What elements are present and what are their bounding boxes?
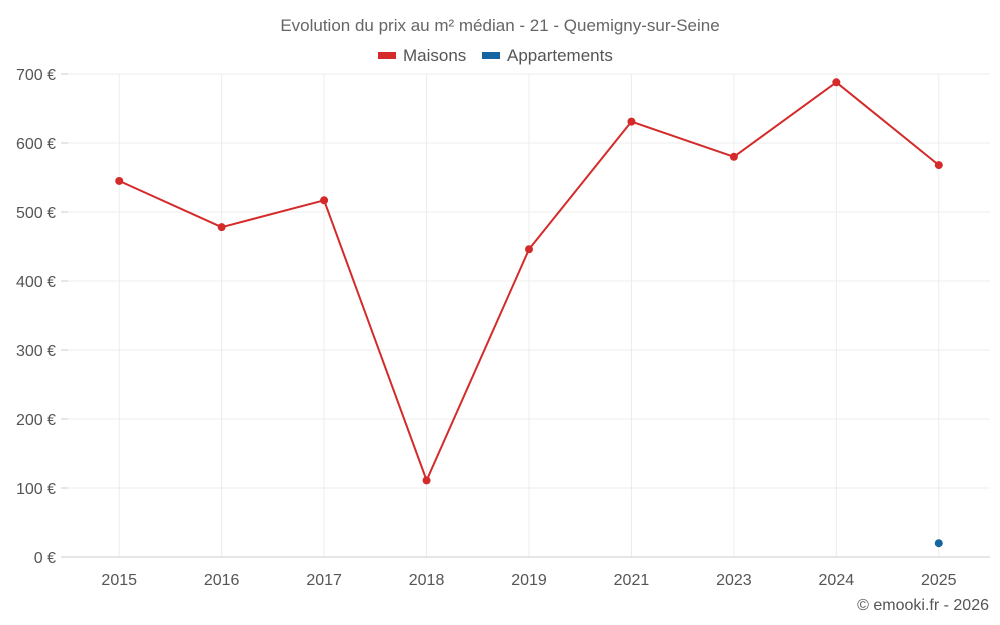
data-point-maisons[interactable] <box>525 245 533 254</box>
grid <box>68 73 990 557</box>
legend-item-maisons[interactable]: Maisons <box>378 46 466 65</box>
y-tick-label: 700 € <box>16 67 56 84</box>
data-point-maisons[interactable] <box>320 196 329 205</box>
x-tick-label: 2021 <box>614 572 650 589</box>
data-point-maisons[interactable] <box>422 476 431 485</box>
x-tick-label: 2017 <box>306 572 342 589</box>
x-tick-label: 2015 <box>101 572 137 589</box>
y-tick-label: 500 € <box>16 205 56 222</box>
x-tick-label: 2023 <box>716 572 752 589</box>
legend-swatch-maisons <box>378 52 396 59</box>
legend-item-appartements[interactable]: Appartements <box>482 46 613 65</box>
y-tick-label: 600 € <box>16 136 56 153</box>
x-tick-label: 2018 <box>409 572 445 589</box>
y-tick-label: 100 € <box>16 481 56 498</box>
chart-title: Evolution du prix au m² médian - 21 - Qu… <box>280 16 719 35</box>
data-point-appartements[interactable] <box>934 539 943 548</box>
x-tick-label: 2024 <box>819 572 855 589</box>
axes: 0 € 100 € 200 € 300 € 400 € 500 € 600 € 700 € 20… <box>16 67 990 589</box>
legend: Maisons Appartements <box>378 46 613 65</box>
y-tick-label: 0 € <box>34 550 56 567</box>
credit-text: © emooki.fr - 2026 <box>857 597 989 614</box>
data-point-maisons[interactable] <box>217 223 226 232</box>
y-tick-label: 200 € <box>16 412 56 429</box>
x-tick-label: 2019 <box>511 572 547 589</box>
data-point-maisons[interactable] <box>729 152 738 161</box>
series <box>115 78 943 548</box>
legend-label-maisons: Maisons <box>403 46 466 65</box>
x-tick-label: 2016 <box>204 572 240 589</box>
data-point-maisons[interactable] <box>627 117 636 126</box>
y-tick-label: 400 € <box>16 274 56 291</box>
data-point-maisons[interactable] <box>832 78 841 87</box>
y-tick-label: 300 € <box>16 343 56 360</box>
legend-label-appartements: Appartements <box>507 46 613 65</box>
data-point-maisons[interactable] <box>934 161 943 170</box>
legend-swatch-appartements <box>482 52 500 59</box>
data-point-maisons[interactable] <box>115 176 124 185</box>
x-tick-label: 2025 <box>921 572 957 589</box>
